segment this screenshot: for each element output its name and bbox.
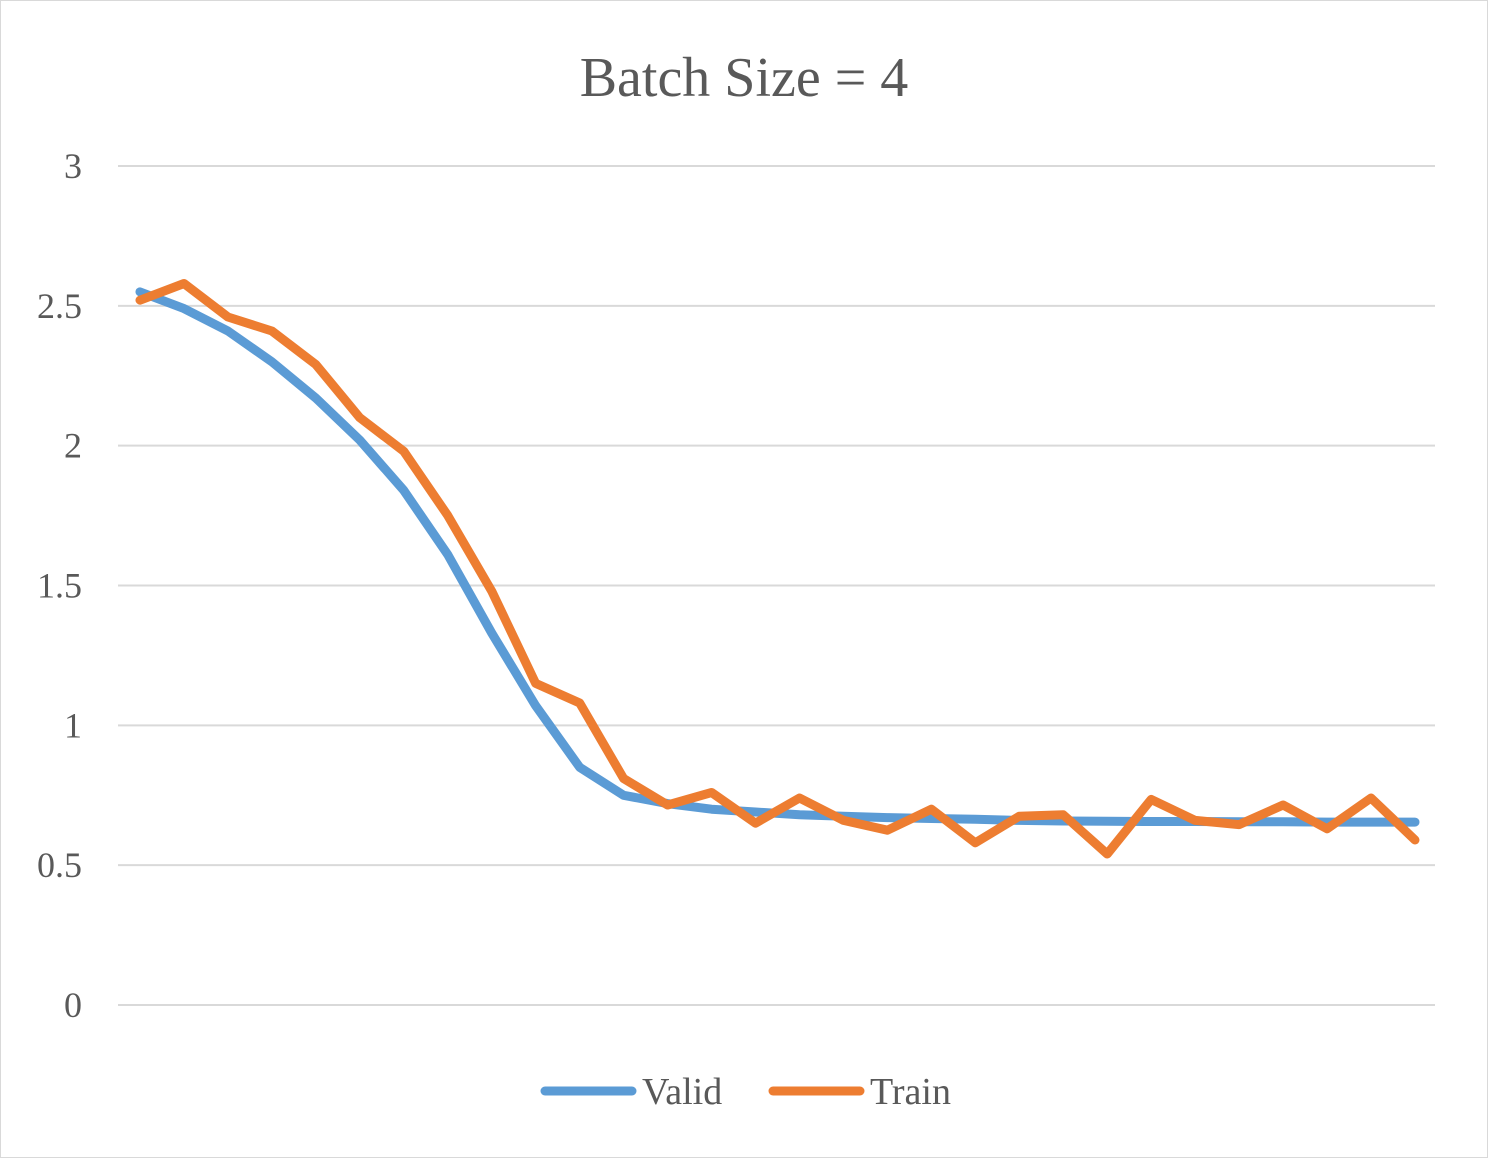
legend-label-train: Train xyxy=(870,1071,951,1113)
y-tick-label: 2.5 xyxy=(37,286,82,326)
series-line-train xyxy=(135,279,1420,859)
y-tick-label: 0 xyxy=(64,985,82,1025)
y-tick-label: 3 xyxy=(64,146,82,186)
y-axis-tick-labels: 0 0.5 1 1.5 2 2.5 3 xyxy=(37,146,82,1025)
y-tick-label: 1.5 xyxy=(37,566,82,606)
series-line-valid xyxy=(135,287,1420,827)
legend: Valid Train xyxy=(540,1071,951,1113)
y-tick-label: 1 xyxy=(64,705,82,745)
y-tick-label: 0.5 xyxy=(37,845,82,885)
chart-title: Batch Size = 4 xyxy=(580,47,909,109)
gridlines xyxy=(118,165,1435,1006)
legend-label-valid: Valid xyxy=(642,1071,722,1113)
series-lines xyxy=(135,279,1420,859)
y-tick-label: 2 xyxy=(64,426,82,466)
